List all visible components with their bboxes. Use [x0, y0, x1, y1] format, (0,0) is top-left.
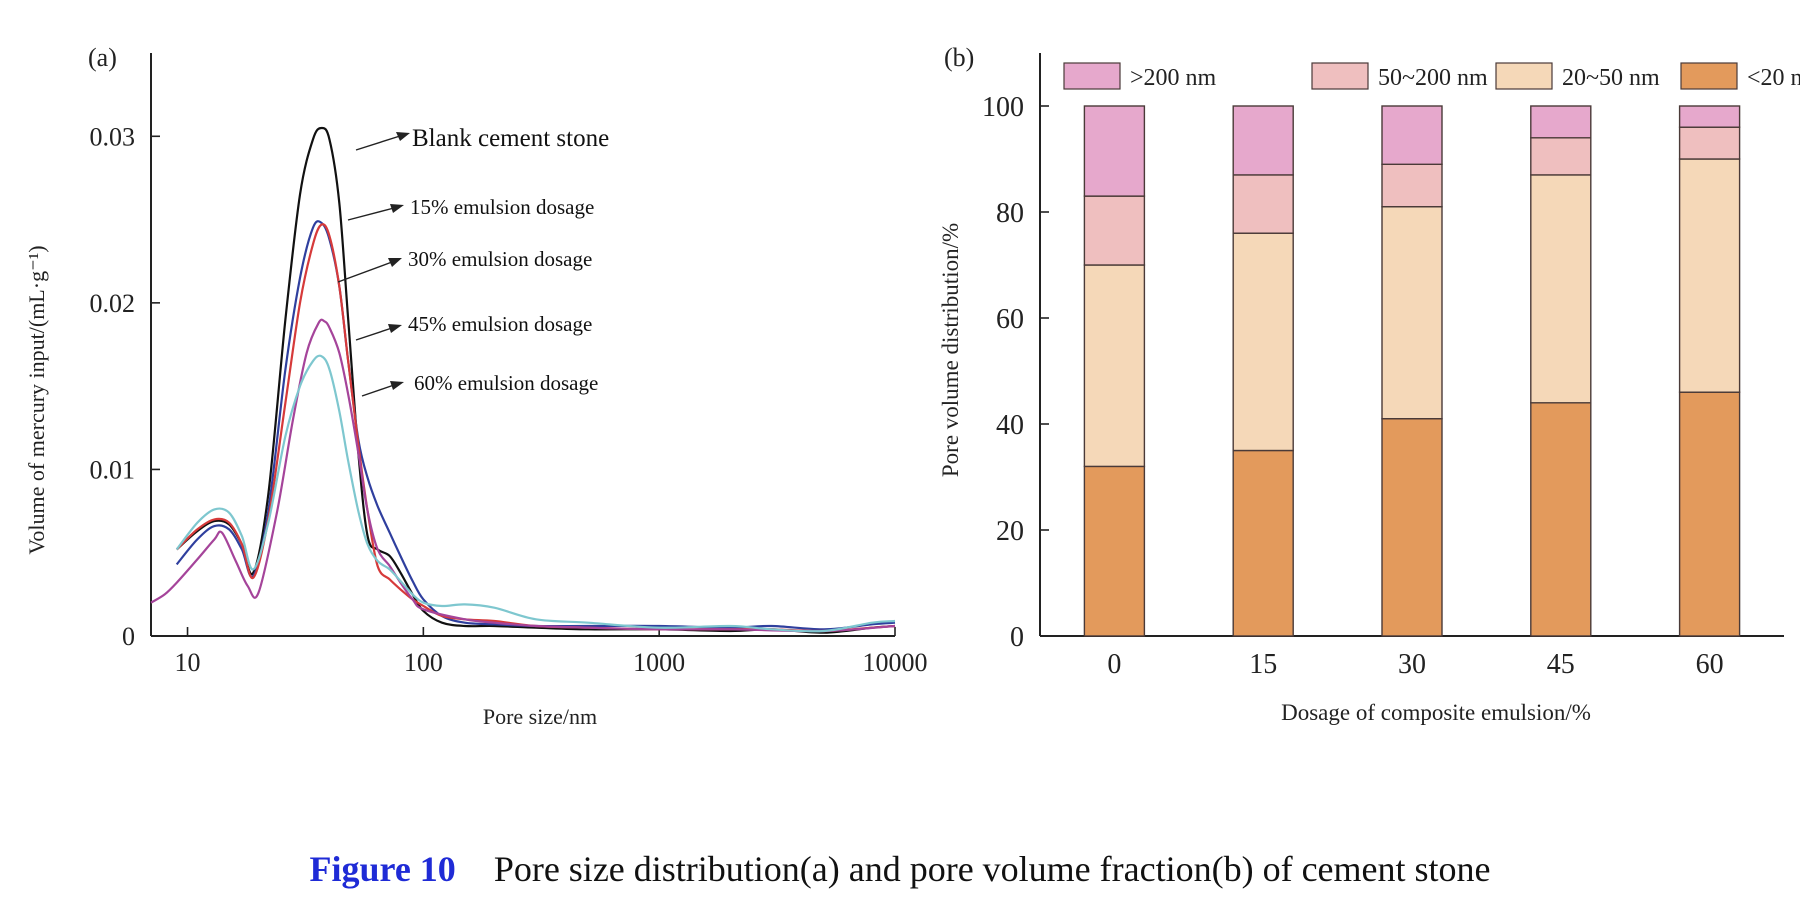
x-tick-label: 10 [175, 648, 201, 677]
annotation-60: 60% emulsion dosage [361, 371, 598, 397]
panel-a-x-label: Pore size/nm [483, 704, 597, 729]
annotation-15: 15% emulsion dosage [347, 195, 594, 221]
bar-segment-1 [1381, 205, 1443, 420]
annotation-arrow [347, 207, 395, 221]
legend-label: >200 nm [1130, 65, 1217, 91]
panel-b: (b) 0 20 40 60 80 100 0 15 30 45 60 >200 nm 50~200 … [938, 43, 1800, 725]
panel-a: (a) 10 100 1000 10000 0 0.01 0.02 0.03 Pore siz… [24, 43, 928, 729]
annotation-arrow [355, 327, 393, 341]
bar-segment-2 [1232, 174, 1294, 234]
panel-a-series [150, 126, 896, 634]
series-label: 30% emulsion dosage [408, 247, 592, 271]
bar-segment-3 [1530, 105, 1592, 139]
bar-segment-0 [1678, 391, 1741, 637]
legend-swatch [1495, 62, 1553, 90]
legend-swatch [1680, 62, 1738, 90]
panel-b-y-label: Pore volume distribution/% [938, 223, 963, 477]
annotation-45: 45% emulsion dosage [355, 312, 592, 341]
x-tick-label: 45 [1547, 649, 1575, 680]
arrowhead-icon [388, 258, 402, 267]
series-label: 60% emulsion dosage [414, 371, 598, 395]
bar-segment-1 [1530, 174, 1592, 404]
panel-a-y-label: Volume of mercury input/(mL·g⁻¹) [24, 245, 49, 554]
arrowhead-icon [388, 324, 402, 333]
panel-a-label: (a) [88, 43, 117, 72]
arrowhead-icon [396, 132, 410, 141]
bar-segment-3 [1381, 105, 1443, 165]
annotation-arrow [361, 384, 395, 397]
panel-b-ticks: 0 20 40 60 80 100 0 15 30 45 60 [982, 92, 1724, 680]
annotation-blank: Blank cement stone [355, 125, 609, 152]
y-tick-label: 60 [996, 304, 1024, 335]
annotation-arrow [355, 135, 401, 151]
series-line-4 [175, 354, 896, 633]
bar-segment-1 [1232, 232, 1294, 452]
series-line-1 [175, 220, 896, 631]
y-tick-label: 0.03 [90, 122, 136, 151]
series-line-3 [150, 318, 896, 633]
panel-a-annotations: Blank cement stone 15% emulsion dosage 3… [337, 125, 609, 397]
bar-segment-1 [1083, 264, 1146, 468]
legend-label: 20~50 nm [1562, 65, 1660, 91]
legend-swatch [1063, 62, 1121, 90]
bar-segment-3 [1678, 105, 1741, 128]
bar-segment-0 [1232, 449, 1294, 637]
bar-segment-3 [1232, 105, 1294, 176]
arrowhead-icon [390, 204, 404, 213]
x-tick-label: 15 [1249, 649, 1277, 680]
bar-segment-0 [1530, 402, 1592, 637]
legend-swatch [1311, 62, 1369, 90]
series-label: 45% emulsion dosage [408, 312, 592, 336]
figure-caption-text: Pore size distribution(a) and pore volum… [493, 849, 1491, 889]
panel-b-bars [1083, 105, 1741, 637]
bar-segment-2 [1083, 195, 1146, 266]
figure-caption: Figure 10 Pore size distribution(a) and p… [0, 848, 1800, 890]
y-tick-label: 40 [996, 410, 1024, 441]
panel-b-legend: >200 nm 50~200 nm 20~50 nm <20 nm [1063, 62, 1800, 91]
bar-segment-2 [1381, 163, 1443, 208]
legend-label: 50~200 nm [1378, 65, 1488, 91]
y-tick-label: 80 [996, 198, 1024, 229]
figure-number: Figure 10 [309, 849, 456, 889]
arrowhead-icon [390, 381, 404, 390]
x-tick-label: 10000 [863, 648, 928, 677]
y-tick-label: 0 [122, 622, 135, 651]
x-tick-label: 30 [1398, 649, 1426, 680]
bar-segment-2 [1678, 126, 1741, 160]
bar-segment-3 [1083, 105, 1146, 197]
series-label: Blank cement stone [412, 125, 609, 152]
panel-a-ticks: 10 100 1000 10000 0 0.01 0.02 0.03 [90, 122, 928, 677]
legend-label: <20 nm [1747, 65, 1800, 91]
annotation-30: 30% emulsion dosage [337, 247, 592, 283]
annotation-arrow [337, 261, 393, 283]
bar-segment-1 [1678, 158, 1741, 393]
bar-segment-2 [1530, 137, 1592, 176]
x-tick-label: 1000 [633, 648, 685, 677]
series-line-2 [175, 223, 896, 633]
x-tick-label: 60 [1696, 649, 1724, 680]
y-tick-label: 0.01 [90, 455, 136, 484]
x-tick-label: 0 [1107, 649, 1121, 680]
panel-b-x-label: Dosage of composite emulsion/% [1281, 700, 1591, 725]
x-tick-label: 100 [404, 648, 443, 677]
series-label: 15% emulsion dosage [410, 195, 594, 219]
panel-b-label: (b) [944, 43, 974, 72]
y-tick-label: 0 [1010, 622, 1024, 653]
y-tick-label: 100 [982, 92, 1024, 123]
bar-segment-0 [1381, 418, 1443, 637]
y-tick-label: 0.02 [90, 289, 136, 318]
bar-segment-0 [1083, 465, 1146, 637]
y-tick-label: 20 [996, 516, 1024, 547]
